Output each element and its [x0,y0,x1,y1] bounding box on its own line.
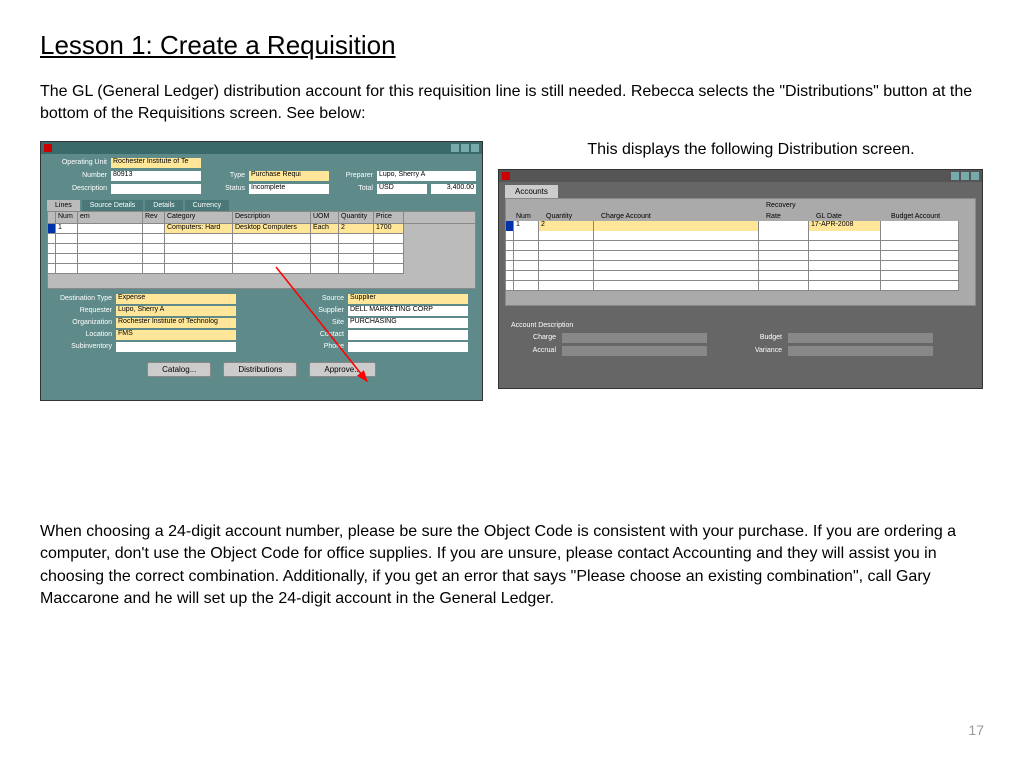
screenshots-row: Operating Unit Rochester Institute of Te… [40,141,984,401]
cell-price[interactable]: 1700 [374,224,404,234]
type-field[interactable]: Purchase Requi [249,171,329,181]
col2-qty: Quantity [546,213,572,220]
requisitions-screenshot: Operating Unit Rochester Institute of Te… [40,141,483,401]
cell-num[interactable]: 1 [56,224,78,234]
cell-category[interactable]: Computers: Hard [165,224,233,234]
col2-recovery: Rate [766,213,781,220]
max-icon [961,172,969,180]
max-icon [461,144,469,152]
status-label: Status [205,185,245,192]
catalog-button[interactable]: Catalog... [147,362,211,377]
desttype-field[interactable]: Expense [116,294,236,304]
distributions-screenshot: Accounts Num Quantity Charge Account Rec… [498,169,983,389]
grid-row-1[interactable]: 1 Computers: Hard Desktop Computers Each… [48,224,475,234]
cell-uom[interactable]: Each [311,224,339,234]
cell2-budget[interactable] [881,221,959,231]
col-rev: Rev [143,212,165,223]
oracle-icon [44,144,52,152]
variance-label: Variance [737,347,782,354]
col2-num: Num [516,213,531,220]
charge-field [562,333,707,343]
bottom-text: When choosing a 24-digit account number,… [40,521,980,611]
requester-field[interactable]: Lupo, Sherry A [116,306,236,316]
lesson-title: Lesson 1: Create a Requisition [40,30,984,61]
col-item: em [78,212,143,223]
min-icon [451,144,459,152]
cell2-gldate[interactable]: 17-APR-2008 [809,221,881,231]
arrow-annotation [271,262,391,392]
tab-lines[interactable]: Lines [47,200,80,211]
number-label: Number [47,172,107,179]
oracle-icon [502,172,510,180]
close-icon [471,144,479,152]
org-field[interactable]: Rochester Institute of Technolog [116,318,236,328]
subinv-label: Subinventory [47,343,112,350]
tab-source-details[interactable]: Source Details [82,200,144,211]
window-titlebar-2 [499,170,982,182]
cell-desc[interactable]: Desktop Computers [233,224,311,234]
accrual-label: Accrual [511,347,556,354]
col-category: Category [165,212,233,223]
cell2-qty[interactable]: 2 [539,221,594,231]
org-label: Organization [47,319,112,326]
accounts-grid: Num Quantity Charge Account Recovery Rat… [505,198,976,306]
acct-desc-title: Account Description [511,322,970,329]
subinv-field[interactable] [116,342,236,352]
location-field[interactable]: FMS [116,330,236,340]
col-num: Num [56,212,78,223]
number-field[interactable]: 80913 [111,171,201,181]
opunit-field[interactable]: Rochester Institute of Te [111,158,201,168]
budget-label: Budget [737,334,782,341]
desc-label: Description [47,185,107,192]
budget-field [788,333,933,343]
accrual-field [562,346,707,356]
tab-currency[interactable]: Currency [185,200,229,211]
intro-text: The GL (General Ledger) distribution acc… [40,81,980,126]
min-icon [951,172,959,180]
col-price: Price [374,212,404,223]
cell2-recovery[interactable] [759,221,809,231]
cell-qty[interactable]: 2 [339,224,374,234]
total-currency: USD [377,184,427,194]
preparer-field[interactable]: Lupo, Sherry A [377,171,476,181]
cell2-charge[interactable] [594,221,759,231]
window-titlebar [41,142,482,154]
desttype-label: Destination Type [47,295,112,302]
requester-label: Requester [47,307,112,314]
cell2-num[interactable]: 1 [514,221,539,231]
variance-field [788,346,933,356]
type-label: Type [205,172,245,179]
cell-rev[interactable] [143,224,165,234]
tab-details[interactable]: Details [145,200,182,211]
col2-recovery-t: Recovery [766,202,796,209]
accounts-row-1[interactable]: 1 2 17-APR-2008 [506,221,975,231]
opunit-label: Operating Unit [47,159,107,166]
distribution-column: This displays the following Distribution… [498,141,984,389]
col-description: Description [233,212,311,223]
account-description-panel: Account Description Charge Budget Accrua… [505,316,976,365]
charge-label: Charge [511,334,556,341]
desc-field[interactable] [111,184,201,194]
preparer-label: Preparer [333,172,373,179]
total-value: 3,400.00 [431,184,476,194]
total-label: Total [333,185,373,192]
lines-grid: Num em Rev Category Description UOM Quan… [47,211,476,289]
col2-charge: Charge Account [601,213,651,220]
close-icon [971,172,979,180]
col2-gldate: GL Date [816,213,842,220]
distribution-caption: This displays the following Distribution… [498,141,984,159]
col-qty: Quantity [339,212,374,223]
col2-budget: Budget Account [891,213,940,220]
cell-item[interactable] [78,224,143,234]
status-field: Incomplete [249,184,329,194]
page-number: 17 [968,722,984,738]
location-label: Location [47,331,112,338]
tab-accounts[interactable]: Accounts [505,185,558,198]
col-uom: UOM [311,212,339,223]
